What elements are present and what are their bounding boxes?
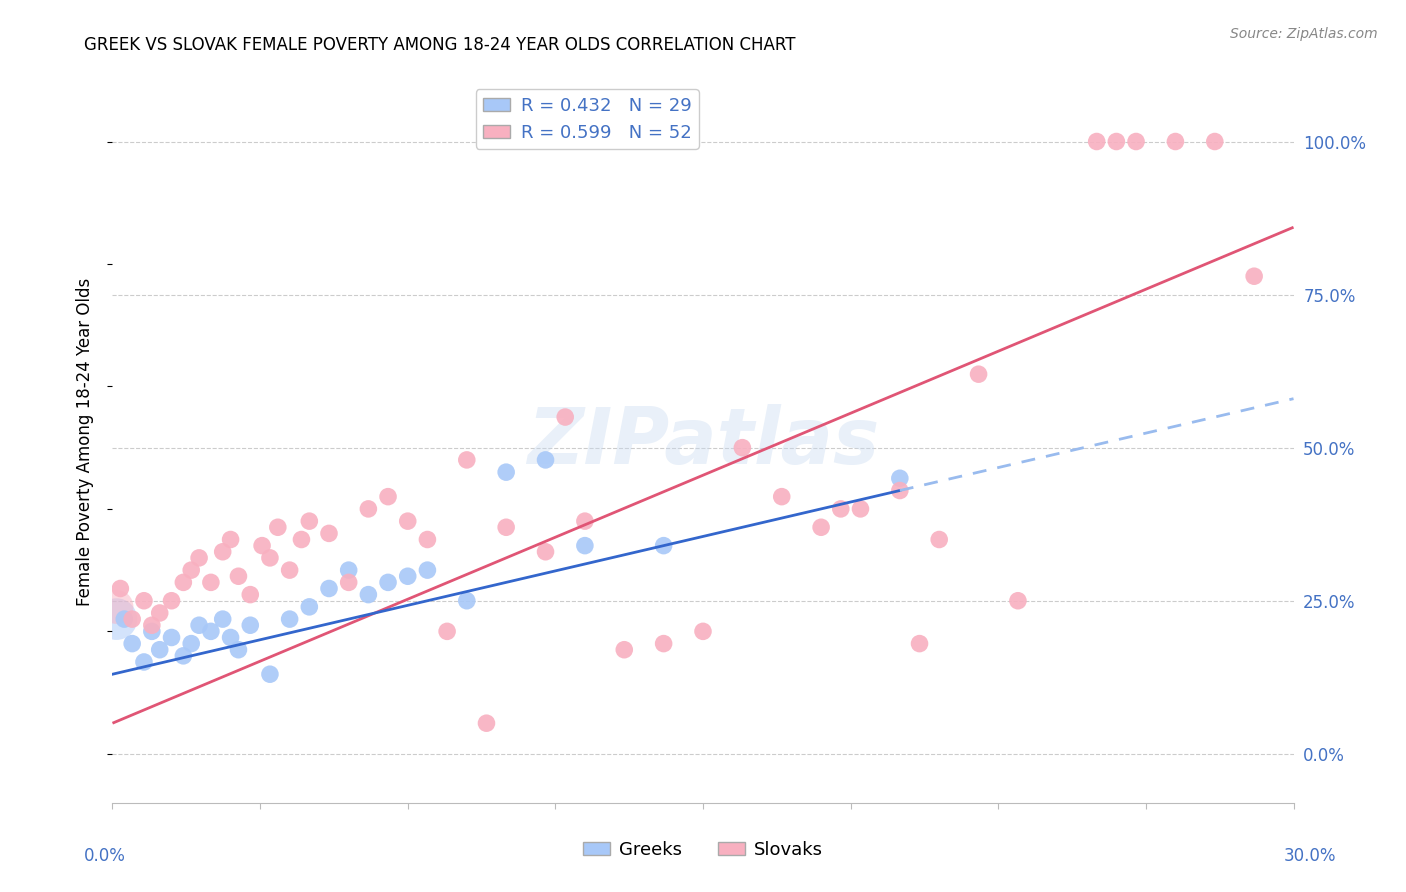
Point xyxy=(259,550,281,565)
Point xyxy=(1243,269,1265,284)
Point xyxy=(377,490,399,504)
Point xyxy=(396,569,419,583)
Point xyxy=(160,631,183,645)
Point xyxy=(160,593,183,607)
Point xyxy=(290,533,312,547)
Point xyxy=(180,637,202,651)
Point xyxy=(416,563,439,577)
Point xyxy=(267,520,290,534)
Point xyxy=(200,575,222,590)
Point xyxy=(211,545,233,559)
Text: GREEK VS SLOVAK FEMALE POVERTY AMONG 18-24 YEAR OLDS CORRELATION CHART: GREEK VS SLOVAK FEMALE POVERTY AMONG 18-… xyxy=(84,36,796,54)
Point xyxy=(416,533,439,547)
Point xyxy=(219,533,242,547)
Text: Source: ZipAtlas.com: Source: ZipAtlas.com xyxy=(1230,27,1378,41)
Point xyxy=(1125,135,1147,149)
Point xyxy=(298,599,321,614)
Point xyxy=(396,514,419,528)
Point xyxy=(278,612,301,626)
Point xyxy=(574,514,596,528)
Point xyxy=(495,520,517,534)
Point xyxy=(908,637,931,651)
Point xyxy=(1204,135,1226,149)
Point xyxy=(200,624,222,639)
Point xyxy=(318,526,340,541)
Point xyxy=(180,563,202,577)
Point xyxy=(357,588,380,602)
Point xyxy=(188,618,211,632)
Point xyxy=(652,539,675,553)
Point xyxy=(112,612,135,626)
Point xyxy=(731,441,754,455)
Point xyxy=(967,367,990,381)
Point xyxy=(849,502,872,516)
Point xyxy=(357,502,380,516)
Point xyxy=(219,631,242,645)
Point xyxy=(239,618,262,632)
Point xyxy=(228,642,250,657)
Point xyxy=(141,618,163,632)
Y-axis label: Female Poverty Among 18-24 Year Olds: Female Poverty Among 18-24 Year Olds xyxy=(76,277,94,606)
Point xyxy=(337,563,360,577)
Point xyxy=(172,648,194,663)
Point xyxy=(534,545,557,559)
Point xyxy=(377,575,399,590)
Point xyxy=(889,471,911,485)
Point xyxy=(172,575,194,590)
Point xyxy=(141,624,163,639)
Point xyxy=(1007,593,1029,607)
Point xyxy=(692,624,714,639)
Point xyxy=(149,642,172,657)
Point xyxy=(228,569,250,583)
Point xyxy=(534,453,557,467)
Point xyxy=(574,539,596,553)
Point xyxy=(928,533,950,547)
Point xyxy=(652,637,675,651)
Point xyxy=(239,588,262,602)
Point xyxy=(337,575,360,590)
Point xyxy=(456,593,478,607)
Point xyxy=(554,410,576,425)
Point xyxy=(475,716,498,731)
Point xyxy=(278,563,301,577)
Point xyxy=(889,483,911,498)
Legend: Greeks, Slovaks: Greeks, Slovaks xyxy=(575,834,831,866)
Point xyxy=(121,637,143,651)
Point xyxy=(770,490,793,504)
Point xyxy=(250,539,273,553)
Point xyxy=(456,453,478,467)
Point xyxy=(1105,135,1128,149)
Point xyxy=(810,520,832,534)
Point xyxy=(149,606,172,620)
Point xyxy=(495,465,517,479)
Point xyxy=(211,612,233,626)
Point xyxy=(132,593,155,607)
Text: 0.0%: 0.0% xyxy=(84,847,127,865)
Point xyxy=(830,502,852,516)
Point xyxy=(105,599,128,614)
Point xyxy=(121,612,143,626)
Point xyxy=(188,550,211,565)
Point xyxy=(298,514,321,528)
Point xyxy=(132,655,155,669)
Point xyxy=(613,642,636,657)
Point xyxy=(1085,135,1108,149)
Point xyxy=(318,582,340,596)
Text: 30.0%: 30.0% xyxy=(1284,847,1336,865)
Point xyxy=(436,624,458,639)
Point xyxy=(1164,135,1187,149)
Text: ZIPatlas: ZIPatlas xyxy=(527,403,879,480)
Point xyxy=(105,612,128,626)
Point xyxy=(259,667,281,681)
Point xyxy=(110,582,132,596)
